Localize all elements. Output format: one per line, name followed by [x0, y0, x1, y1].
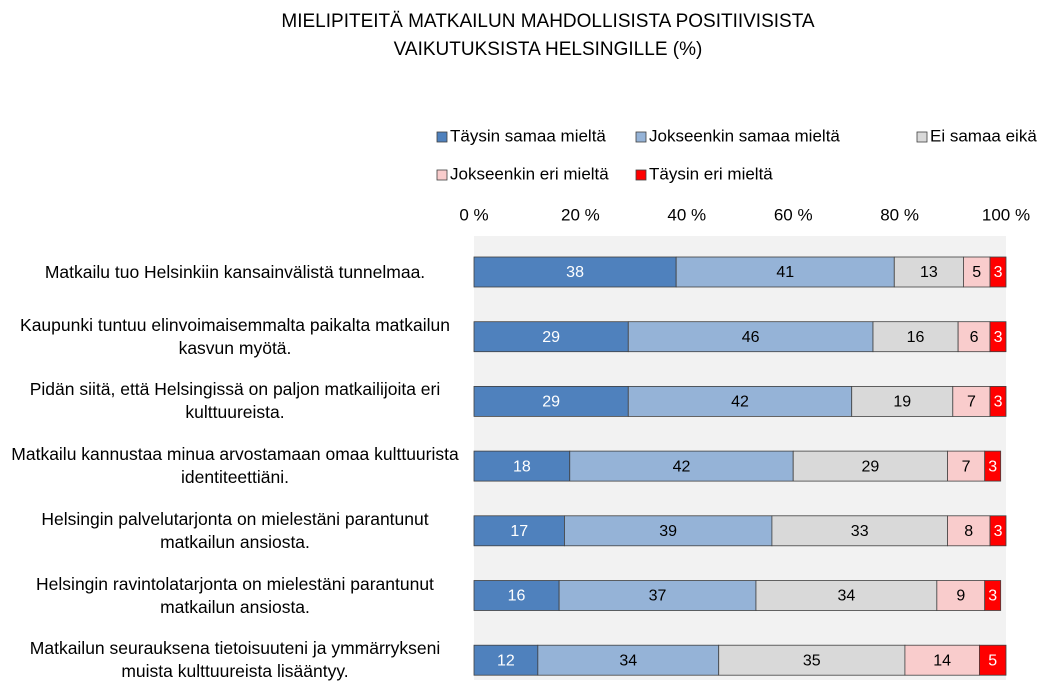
data-label: 29 [542, 394, 560, 411]
data-label: 29 [542, 329, 560, 346]
bar-segment [989, 515, 1007, 547]
legend-swatch [635, 131, 647, 143]
bar-segment [984, 450, 1002, 482]
bar-segment [904, 644, 980, 676]
data-label: 38 [566, 264, 584, 281]
data-label: 7 [967, 394, 976, 411]
chart-title: MIELIPITEITÄ MATKAILUN MAHDOLLISISTA POS… [281, 11, 814, 32]
legend-label: Täysin samaa mieltä [450, 126, 606, 145]
data-label: 3 [994, 523, 1003, 540]
data-label: 6 [970, 329, 979, 346]
legend-label: Jokseenkin eri mieltä [450, 164, 609, 183]
data-label: 17 [510, 523, 528, 540]
bar-segment [771, 515, 948, 547]
bar-segment [989, 385, 1007, 417]
data-label: 3 [994, 329, 1003, 346]
bar-segment [989, 256, 1007, 288]
bar-segment [569, 450, 794, 482]
y-tick-label: Matkailu tuo Helsinkiin kansainvälistä t… [44, 261, 426, 282]
data-label: 29 [861, 458, 879, 475]
data-label: 37 [649, 588, 667, 605]
data-label: 3 [988, 458, 997, 475]
y-tick-label: Matkailun seurauksena tietoisuuteni ja y… [29, 638, 441, 682]
legend-label: Jokseenkin samaa mieltä [649, 126, 840, 145]
x-tick-label: 100 % [982, 205, 1030, 224]
data-label: 35 [803, 652, 821, 669]
data-label: 12 [497, 652, 515, 669]
data-label: 3 [994, 264, 1003, 281]
legend-swatch [436, 169, 448, 181]
bar-segment [979, 644, 1007, 676]
data-label: 18 [513, 458, 531, 475]
bar-segment [564, 515, 773, 547]
bar-segment [755, 580, 938, 611]
data-label: 41 [776, 264, 794, 281]
legend-label: Ei samaa eikä eri mieltä [930, 126, 1038, 145]
data-label: 42 [673, 458, 691, 475]
data-label: 16 [508, 588, 526, 605]
y-tick-label: Kaupunki tuntuu elinvoimaisemmalta paika… [20, 314, 450, 358]
bar-segment [718, 644, 906, 676]
data-label: 13 [920, 264, 938, 281]
data-label: 39 [659, 523, 677, 540]
legend-label: Täysin eri mieltä [649, 164, 773, 183]
x-tick-label: 0 % [459, 205, 488, 224]
bar-segment [537, 644, 720, 676]
bar-segment [473, 321, 629, 353]
data-label: 42 [731, 394, 749, 411]
chart-title: VAIKUTUKSISTA HELSINGILLE (%) [394, 39, 703, 60]
x-tick-label: 60 % [774, 205, 813, 224]
bar-segment [473, 644, 539, 676]
x-tick-label: 80 % [880, 205, 919, 224]
y-tick-label: Pidän siitä, että Helsingissä on paljon … [29, 379, 441, 423]
bar-segment [473, 450, 571, 482]
bar-segment [473, 385, 629, 417]
data-label: 33 [851, 523, 869, 540]
bar-segment [627, 385, 853, 417]
data-label: 7 [962, 458, 971, 475]
bar-segment [627, 321, 874, 353]
y-tick-label: Matkailu kannustaa minua arvostamaan oma… [11, 444, 459, 488]
data-label: 5 [988, 652, 997, 669]
legend-swatch [436, 131, 448, 143]
bar-segment [893, 256, 964, 288]
data-label: 46 [742, 329, 760, 346]
bar-segment [792, 450, 948, 482]
data-label: 34 [838, 588, 856, 605]
x-tick-label: 20 % [561, 205, 600, 224]
bar-segment [558, 580, 757, 611]
bar-segment [473, 580, 560, 611]
data-label: 3 [994, 394, 1003, 411]
data-label: 16 [907, 329, 925, 346]
bar-segment [952, 385, 991, 417]
data-label: 19 [893, 394, 911, 411]
bar-segment [963, 256, 991, 288]
data-label: 9 [956, 588, 965, 605]
legend-swatch [635, 169, 647, 181]
bar-segment [989, 321, 1007, 353]
bar-segment [957, 321, 991, 353]
y-tick-label: Helsingin ravintolatarjonta on mielestän… [36, 573, 434, 617]
bar-segment [675, 256, 895, 288]
data-label: 14 [933, 652, 951, 669]
data-label: 5 [972, 264, 981, 281]
data-label: 3 [988, 588, 997, 605]
data-label: 8 [964, 523, 973, 540]
x-tick-label: 40 % [667, 205, 706, 224]
y-tick-label: Helsingin palvelutarjonta on mielestäni … [41, 508, 429, 552]
data-label: 34 [619, 652, 637, 669]
legend-swatch [916, 131, 928, 143]
bar-segment [984, 580, 1002, 611]
bar-segment [936, 580, 986, 611]
